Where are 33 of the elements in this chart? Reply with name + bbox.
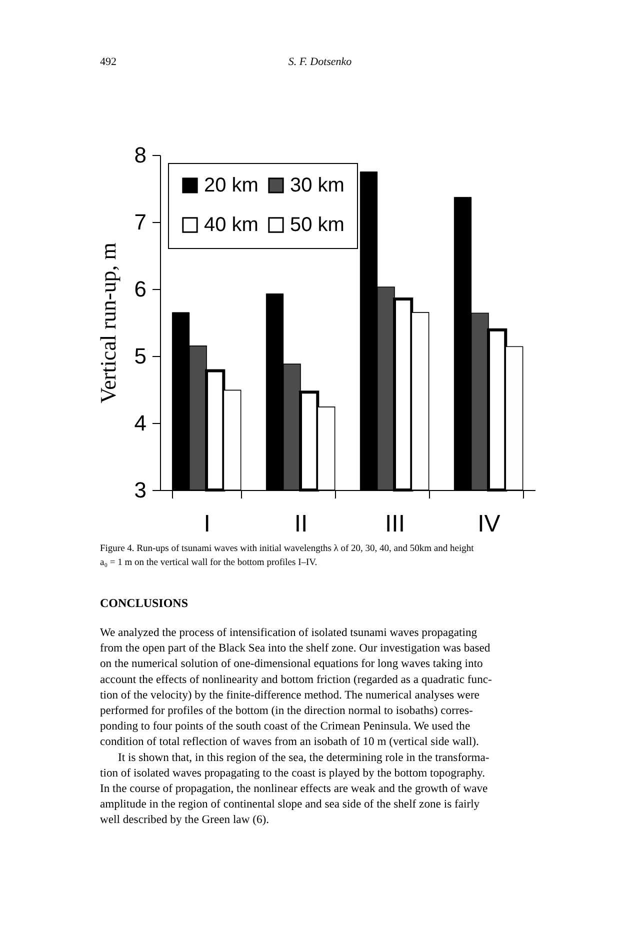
x-tick-label: II [294,510,308,538]
text: ponding to four points of the south coast of the Crimean Peninsula. We used the [100,720,470,733]
y-tick-label: 7 [134,210,146,234]
text: It is shown that, in this region of the sea, the determining role in the transforma- [118,750,490,764]
caption: Figure 4. Run-ups of tsunami waves with initial wavelengths λ of 20, 30, 40, and 50km and height [100,544,474,554]
text: In the course of propagation, the nonlinear effects are weak and the growth of wave [100,782,488,795]
text: amplitude in the region of continental slope and sea side of the shelf zone is fairly [100,798,480,811]
x-tick-label: III [384,510,405,538]
y-tick-label: 5 [134,344,146,368]
y-axis-title: Vertical run-up, m [95,242,120,404]
text: CONCLUSIONS [100,596,188,610]
text: tion of isolated waves propagating to the coast is played by the bottom topography. [100,766,486,780]
legend-label: 40 km [204,214,258,236]
legend-label: 30 km [290,174,344,196]
text: tion of the velocity) by the finite-difference method. The numerical analyses were [100,688,480,702]
text: a₀ = 1 m on the vertical wall for the bottom profiles I–IV. [100,558,318,568]
text: S. F. Dotsenko [288,56,352,68]
text: on the numerical solution of one-dimensional equations for long waves taking into [100,657,484,670]
y-tick-label: 4 [134,410,146,436]
text: from the open part of the Black Sea into the shelf zone. Our investigation was based [100,642,490,655]
y-tick-label: 8 [134,142,146,168]
y-tick-label: 6 [134,276,146,302]
legend-label: 20 km [204,174,258,196]
x-tick-label: I [204,510,210,538]
text: account the effects of nonlinearity and bottom friction (regarded as a quadratic func- [100,672,492,686]
text: condition of total reflection of waves from an isobath of 10 m (vertical side wall). [100,735,480,748]
x-tick-label: IV [478,510,500,538]
text: performed for profiles of the bottom (in the direction normal to isobaths) corres- [100,704,473,717]
text: We analyzed the process of intensification of isolated tsunami waves propagating [100,626,478,639]
text: well described by the Green law (6). [100,813,270,826]
text: 492 [100,56,116,68]
legend-label: 50 km [290,214,344,236]
y-tick-label: 3 [134,478,146,502]
